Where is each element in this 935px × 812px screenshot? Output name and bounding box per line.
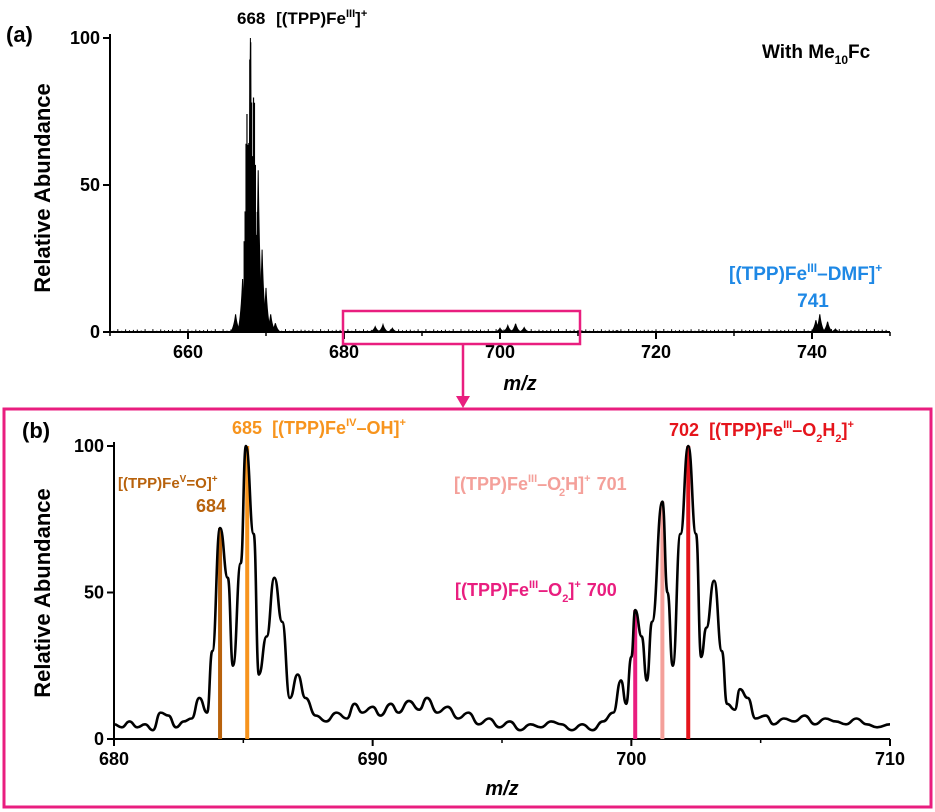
panel-b-frame <box>2 407 933 809</box>
label-685-tail: –OH] <box>356 418 399 438</box>
label-700-tail: ] <box>568 580 574 600</box>
panel-b-xlabel: m/z <box>485 778 518 800</box>
zoom-arrow-head <box>456 396 470 408</box>
label-702-sub2: 2 <box>835 433 841 445</box>
label-702-h: H <box>822 420 835 440</box>
label-701-sub: 2 <box>559 487 565 499</box>
note-tail: Fc <box>848 42 871 63</box>
label-741: [(TPP)FeIII–DMF]+ <box>729 261 882 285</box>
panel-a-peak <box>387 327 398 333</box>
label-668-text: [(TPP)Fe <box>276 9 346 28</box>
label-741-sup: III <box>807 261 817 275</box>
panel-a-y-tick-label: 100 <box>70 28 100 48</box>
label-685-sup: IV <box>346 417 357 429</box>
label-700-sup: III <box>529 579 538 591</box>
panel-a-baseline <box>113 329 887 332</box>
panel-a-x-tick-label: 680 <box>329 342 359 362</box>
panel-a-peak <box>814 314 826 333</box>
label-668-charge: + <box>361 8 367 20</box>
note-sub: 10 <box>835 53 849 67</box>
note-text: With Me <box>762 42 835 63</box>
panel-a-peak <box>519 326 530 333</box>
label-701-text: [(TPP)Fe <box>454 474 528 494</box>
note-with-me10fc: With Me10Fc <box>762 42 871 67</box>
panel-a-peak <box>821 321 834 333</box>
label-702-text: [(TPP)Fe <box>709 420 783 440</box>
label-702-mid: –O <box>792 420 816 440</box>
label-700: [(TPP)FeIII–O2]+ 700 <box>455 579 617 605</box>
label-684: [(TPP)FeV=O]+ <box>118 474 218 492</box>
label-668: 668 [(TPP)FeIII]+ <box>237 8 367 28</box>
label-685: 685 [(TPP)FeIV–OH]+ <box>232 417 406 438</box>
label-701: [(TPP)FeIII–O• 2H]+ 701 <box>454 473 627 499</box>
panel-a-x-tick-label: 660 <box>173 342 203 362</box>
label-685-charge: + <box>399 417 405 429</box>
label-685-text: [(TPP)Fe <box>272 418 346 438</box>
label-684-text: [(TPP)Fe <box>118 475 180 492</box>
panel-b-y-tick-label: 50 <box>84 583 104 603</box>
label-741-text: [(TPP)Fe <box>729 264 807 285</box>
label-684-num: 684 <box>196 496 226 516</box>
label-684-charge: + <box>212 474 218 485</box>
label-700-sub: 2 <box>562 593 568 605</box>
panel-b-markers <box>218 446 691 739</box>
label-668-tail: ] <box>355 9 361 28</box>
panel-a-xlabel: m/z <box>503 373 536 395</box>
panel-b-ylabel: Relative Abundance <box>30 488 55 697</box>
label-700-mid: –O <box>538 580 562 600</box>
panel-a-peak <box>269 323 282 333</box>
panel-a-peak <box>830 328 841 333</box>
label-668-num: 668 <box>237 9 265 28</box>
label-702: 702 [(TPP)FeIII–O2H2]+ <box>669 419 854 445</box>
label-741-num: 741 <box>797 291 829 312</box>
label-741-charge: + <box>875 261 882 275</box>
panel-a-x-tick-label: 720 <box>641 342 671 362</box>
label-702-sup: III <box>783 419 792 431</box>
label-684-sup: V <box>180 474 187 485</box>
label-741-tail: –DMF] <box>817 264 875 285</box>
label-701-num: 701 <box>597 474 627 494</box>
label-702-charge: + <box>848 419 854 431</box>
label-701-charge: + <box>584 473 590 485</box>
label-684-tail: =O] <box>186 475 211 492</box>
panel-a-y-tick-label: 50 <box>80 175 100 195</box>
panel-b: (b) Relative Abundance 680 690 700 710 0 50 10… <box>2 407 933 809</box>
panel-a-peaks <box>113 37 887 333</box>
panel-a-y-tick-label: 0 <box>90 322 100 342</box>
panel-a-peak <box>698 329 708 333</box>
panel-b-x-tick-label: 690 <box>358 749 388 769</box>
panel-a-peak <box>509 323 522 333</box>
label-668-sup: III <box>346 8 355 20</box>
label-702-tail: ] <box>842 420 848 440</box>
panel-b-x-tick-label: 680 <box>99 749 129 769</box>
label-700-charge: + <box>574 579 580 591</box>
label-702-num: 702 <box>669 420 699 440</box>
panel-b-x-tick-label: 700 <box>616 749 646 769</box>
panel-b-axes: 680 690 700 710 0 50 100 <box>74 436 905 769</box>
label-701-sup: III <box>528 473 537 485</box>
panel-a-label: (a) <box>6 22 33 47</box>
label-700-num: 700 <box>587 580 617 600</box>
label-702-sub1: 2 <box>816 433 822 445</box>
zoom-box <box>341 309 582 346</box>
label-701-tail: H] <box>565 474 584 494</box>
panel-a-x-tick-label: 700 <box>485 342 515 362</box>
panel-a-ylabel: Relative Abundance <box>30 83 55 292</box>
panel-a-peak <box>501 323 515 333</box>
panel-a-peak <box>376 322 390 333</box>
label-701-dot: • <box>561 473 565 485</box>
panel-a-peak <box>612 329 622 333</box>
panel-a-x-tick-label: 740 <box>797 342 827 362</box>
panel-a: (a) Relative Abundance 660 680 700 720 740 0 5… <box>6 8 891 408</box>
panel-b-y-tick-label: 0 <box>94 729 104 749</box>
label-701-mid: –O <box>537 474 561 494</box>
label-685-num: 685 <box>232 418 262 438</box>
panel-b-y-tick-label: 100 <box>74 436 104 456</box>
panel-b-trace <box>113 444 891 732</box>
panel-a-peak <box>370 325 381 333</box>
panel-b-label: (b) <box>22 418 50 443</box>
panel-b-x-tick-label: 710 <box>875 749 905 769</box>
label-700-text: [(TPP)Fe <box>455 580 529 600</box>
